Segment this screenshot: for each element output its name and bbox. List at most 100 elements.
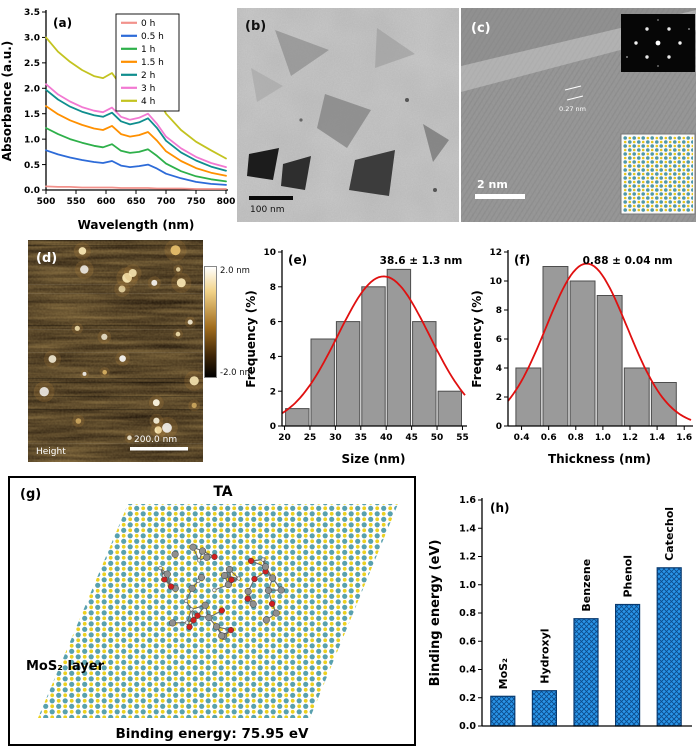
x-tick-label: 30 xyxy=(329,433,342,443)
ta-molecule xyxy=(158,543,285,640)
hist-bar xyxy=(335,321,361,427)
debris-particle xyxy=(405,98,409,102)
y-tick-label: 1.6 xyxy=(459,495,476,506)
panel-d-afm-image: (d) Height 200.0 nm xyxy=(28,240,203,462)
spectrum-0.5h xyxy=(45,149,227,186)
y-axis-label: Binding energy (eV) xyxy=(428,540,443,687)
panel-label: (f) xyxy=(514,253,530,267)
x-tick-label: 40 xyxy=(380,433,393,443)
hist-bar xyxy=(623,367,650,427)
hist-bar xyxy=(542,266,569,427)
x-tick-label: 55 xyxy=(456,433,469,443)
y-axis-label: Frequency (%) xyxy=(244,290,258,387)
nanosheet-flake xyxy=(281,156,311,190)
spectrum-1h xyxy=(45,127,227,183)
y-tick-label: 10 xyxy=(263,248,276,258)
bar-hatch xyxy=(615,603,641,727)
legend-label: 1.5 h xyxy=(141,58,164,68)
hist-bar xyxy=(386,268,412,427)
histogram: 0.4 0.6 0.8 1.0 1.2 1.4 1.6 0 2 4 6 8 10 12 Thickness … xyxy=(470,248,693,466)
x-axis-label: Size (nm) xyxy=(341,452,405,466)
x-tick-label: 700 xyxy=(157,197,176,207)
fft-inset xyxy=(621,14,695,72)
bar-hatch xyxy=(656,567,682,727)
y-tick-label: 1.0 xyxy=(459,580,476,591)
y-tick-label: 0.5 xyxy=(24,161,40,171)
spectrum-2h xyxy=(45,88,227,172)
y-tick-label: 0.6 xyxy=(459,636,476,647)
panel-e-size-histogram: 20 25 30 35 40 45 50 55 0 2 4 6 8 10 Size (nm) Frequenc… xyxy=(244,236,470,468)
y-axis-label: Frequency (%) xyxy=(470,290,484,387)
x-tick-label: 50 xyxy=(431,433,444,443)
bar-category-label: Hydroxyl xyxy=(538,628,551,683)
mos2-lattice xyxy=(38,504,398,718)
binding-energy-label: Binding energy: 75.95 eV xyxy=(116,726,309,742)
hist-bar xyxy=(569,280,596,427)
hist-bar xyxy=(515,367,542,427)
x-tick-label: 20 xyxy=(278,433,291,443)
y-tick-label: 1.4 xyxy=(459,523,476,534)
legend-label: 2 h xyxy=(141,71,155,81)
y-tick-label: 0.2 xyxy=(459,693,476,704)
y-tick-label: 1.0 xyxy=(24,135,40,145)
x-axis-label: Wavelength (nm) xyxy=(78,218,195,232)
x-tick-label: 750 xyxy=(187,197,206,207)
bar-category-label: MoS₂ xyxy=(497,658,510,689)
mean-annotation: 0.88 ± 0.04 nm xyxy=(583,255,673,267)
colorbar-max-label: 2.0 nm xyxy=(220,266,250,276)
bar-category-label: Benzene xyxy=(580,559,593,612)
debris-particle xyxy=(433,188,437,192)
spectrum-0h xyxy=(45,185,227,190)
y-tick-label: 0.0 xyxy=(459,721,476,732)
legend-label: 1 h xyxy=(141,45,155,55)
nanosheet-flake xyxy=(375,28,415,68)
y-tick-label: 2.5 xyxy=(24,59,40,69)
molecule-label: TA xyxy=(213,484,232,500)
lattice-spacing-label: 0.27 nm xyxy=(559,105,586,113)
x-tick-label: 25 xyxy=(304,433,317,443)
x-tick-label: 0.8 xyxy=(568,433,584,443)
y-tick-label: 3.5 xyxy=(24,8,40,18)
tem-micrograph: 100 nm (b) xyxy=(237,8,459,222)
nanosheet-flake xyxy=(349,150,395,196)
x-tick-label: 35 xyxy=(355,433,368,443)
y-axis-label: Absorbance (a.u.) xyxy=(0,41,14,162)
y-tick-label: 0 xyxy=(270,422,276,432)
nanosheet-flake xyxy=(423,124,449,162)
hist-bar xyxy=(650,382,677,427)
x-tick-label: 1.2 xyxy=(622,433,638,443)
panel-label: (d) xyxy=(36,251,57,266)
debris-particle xyxy=(299,118,303,122)
spectrum-3h xyxy=(45,83,227,169)
legend: 0 h 0.5 h 1 h 1.5 h 2 h 3 h 4 h xyxy=(115,13,180,112)
hist-bar xyxy=(285,408,310,427)
nanosheet-flake xyxy=(247,148,279,180)
colorbar-min-label: -2.0 nm xyxy=(220,368,253,378)
panel-f-thickness-histogram: 0.4 0.6 0.8 1.0 1.2 1.4 1.6 0 2 4 6 8 10 12 Thickness … xyxy=(470,236,696,468)
panel-a-absorbance-chart: 500 550 600 650 700 750 800 0.0 0.5 1.0 1.5 2.0 2.5 3… xyxy=(0,2,240,234)
bar-hatch xyxy=(531,690,558,727)
channel-label: Height xyxy=(36,447,66,457)
y-tick-label: 4 xyxy=(496,364,502,374)
scale-bar-label: 2 nm xyxy=(477,178,508,191)
bar-category-label: Phenol xyxy=(622,555,635,598)
x-tick-label: 1.4 xyxy=(649,433,665,443)
x-tick-label: 550 xyxy=(67,197,86,207)
y-tick-label: 3.0 xyxy=(24,34,40,44)
spacing-marker xyxy=(566,95,584,101)
y-tick-label: 12 xyxy=(489,248,502,258)
simulation-model: (g) TA MoS₂ layer Binding energy: 75.95 … xyxy=(20,484,398,742)
panel-label: (e) xyxy=(288,253,307,267)
x-tick-label: 45 xyxy=(405,433,418,443)
hist-bar xyxy=(310,338,335,427)
nanosheet-flake xyxy=(251,68,283,102)
x-tick-label: 800 xyxy=(217,197,236,207)
legend-label: 0.5 h xyxy=(141,32,164,42)
scale-bar xyxy=(249,196,293,200)
y-tick-label: 0.0 xyxy=(24,186,40,196)
nanosheet-flake xyxy=(317,94,371,148)
scale-bar-label: 100 nm xyxy=(250,205,285,215)
y-tick-label: 0.8 xyxy=(459,608,476,619)
bar-hatch xyxy=(573,618,599,727)
legend-label: 0 h xyxy=(141,19,155,29)
